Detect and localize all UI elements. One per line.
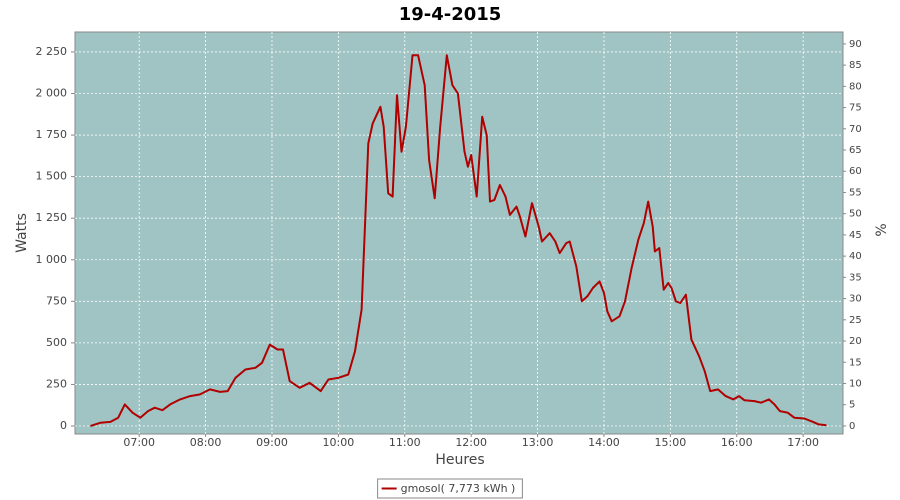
x-tick-label: 07:00: [123, 436, 155, 449]
y-tick-label: 2 250: [36, 45, 68, 58]
x-tick-label: 09:00: [256, 436, 288, 449]
y2-axis-label: %: [874, 223, 890, 236]
y-tick-label: 1 750: [36, 128, 68, 141]
y2-tick-label: 80: [849, 81, 862, 92]
y2-tick-label: 25: [849, 315, 862, 326]
x-tick-label: 08:00: [190, 436, 222, 449]
x-tick-label: 15:00: [655, 436, 687, 449]
x-tick-label: 17:00: [787, 436, 819, 449]
chart-title: 19-4-2015: [399, 4, 502, 25]
x-axis-label: Heures: [435, 452, 484, 468]
y-tick-label: 250: [46, 377, 67, 390]
y2-tick-label: 70: [849, 124, 862, 135]
y2-tick-label: 85: [849, 60, 862, 71]
y2-tick-label: 30: [849, 294, 862, 305]
y2-tick-label: 35: [849, 272, 862, 283]
y2-tick-label: 20: [849, 336, 862, 347]
x-tick-label: 11:00: [389, 436, 421, 449]
y-tick-label: 1 000: [36, 253, 68, 266]
y-tick-label: 2 000: [36, 87, 68, 100]
plot-area: [74, 31, 844, 435]
y2-tick-label: 45: [849, 230, 862, 241]
legend-label: gmosol( 7,773 kWh ): [401, 482, 516, 495]
x-tick-label: 12:00: [455, 436, 487, 449]
x-tick-label: 10:00: [323, 436, 355, 449]
y2-tick-label: 55: [849, 187, 862, 198]
y2-tick-label: 15: [849, 357, 862, 368]
legend-box: [377, 478, 523, 499]
x-tick-label: 16:00: [721, 436, 753, 449]
y-tick-label: 1 500: [36, 170, 68, 183]
y2-tick-label: 5: [849, 400, 855, 411]
y-tick-label: 1 250: [36, 211, 68, 224]
legend-item: gmosol( 7,773 kWh ): [377, 478, 523, 499]
y2-tick-label: 75: [849, 103, 862, 114]
y2-tick-label: 40: [849, 251, 862, 262]
y-tick-label: 500: [46, 336, 67, 349]
y-tick-label: 0: [60, 419, 67, 432]
x-tick-label: 14:00: [588, 436, 620, 449]
y2-tick-label: 50: [849, 209, 862, 220]
y2-tick-label: 60: [849, 166, 862, 177]
y2-tick-label: 10: [849, 378, 862, 389]
y2-tick-label: 65: [849, 145, 862, 156]
data-line: [90, 54, 827, 427]
y-tick-label: 750: [46, 294, 67, 307]
x-tick-label: 13:00: [522, 436, 554, 449]
y2-tick-label: 90: [849, 39, 862, 50]
y2-tick-label: 0: [849, 421, 855, 432]
y-axis-label: Watts: [14, 213, 30, 253]
